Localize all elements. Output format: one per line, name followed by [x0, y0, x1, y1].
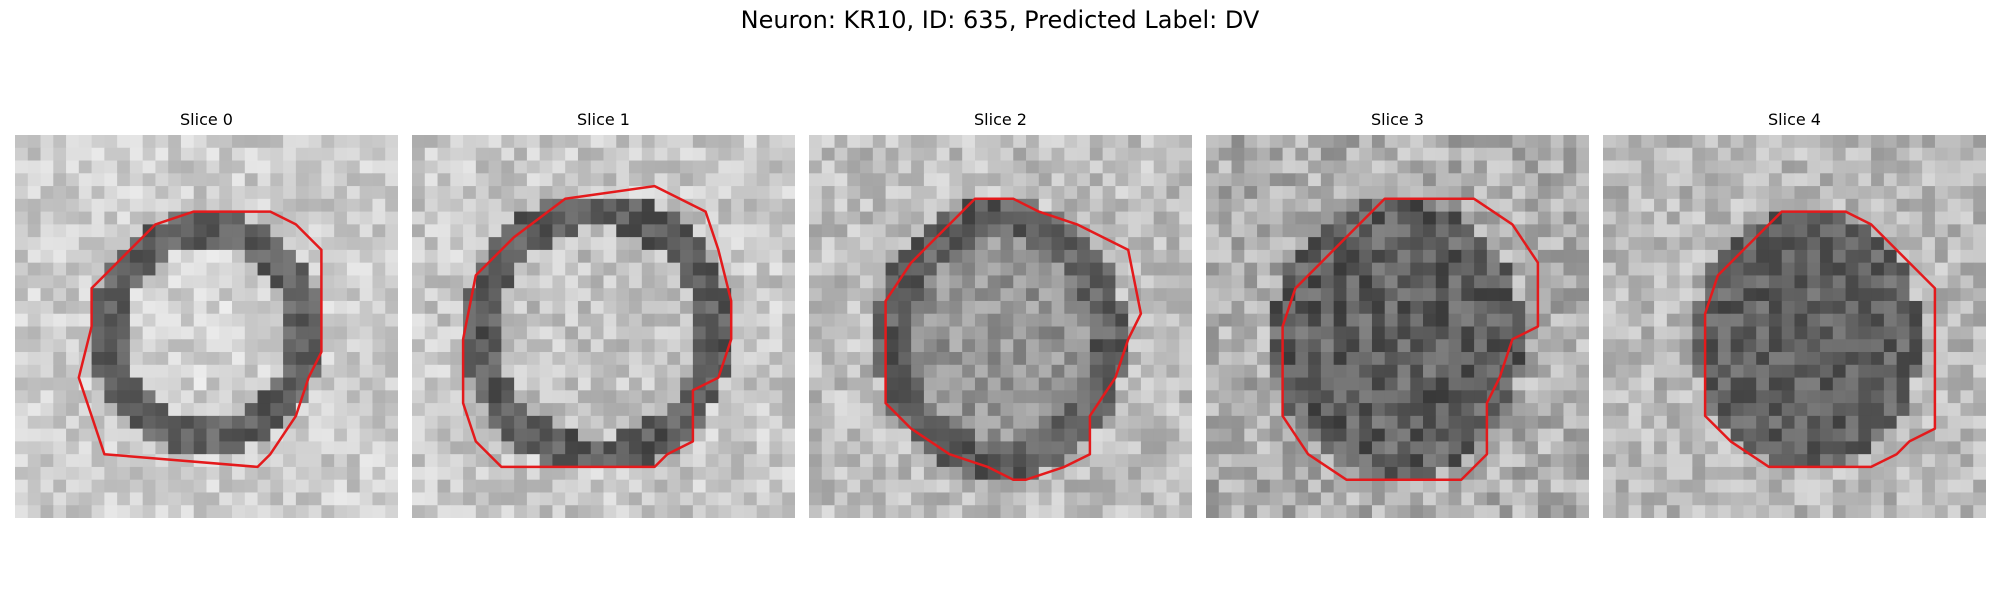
slice-image	[15, 135, 398, 518]
slice-panel-4: Slice 4	[1603, 108, 1986, 518]
roi-contour	[1281, 197, 1540, 481]
slice-image	[1206, 135, 1589, 518]
roi-contour	[77, 210, 323, 469]
roi-contour	[461, 184, 733, 469]
slice-title: Slice 2	[974, 110, 1027, 129]
figure-title: Neuron: KR10, ID: 635, Predicted Label: …	[740, 6, 1260, 34]
slice-image	[809, 135, 1192, 518]
roi-contour	[1703, 210, 1937, 469]
slice-panel-0: Slice 0	[15, 108, 398, 518]
slice-title: Slice 1	[577, 110, 630, 129]
slice-panel-1: Slice 1	[412, 108, 795, 518]
slice-image	[412, 135, 795, 518]
slice-image	[1603, 135, 1986, 518]
slice-title: Slice 3	[1371, 110, 1424, 129]
slice-title: Slice 4	[1768, 110, 1821, 129]
slice-panel-3: Slice 3	[1206, 108, 1589, 518]
slice-title: Slice 0	[180, 110, 233, 129]
roi-contour	[884, 197, 1143, 481]
slice-panel-2: Slice 2	[809, 108, 1192, 518]
